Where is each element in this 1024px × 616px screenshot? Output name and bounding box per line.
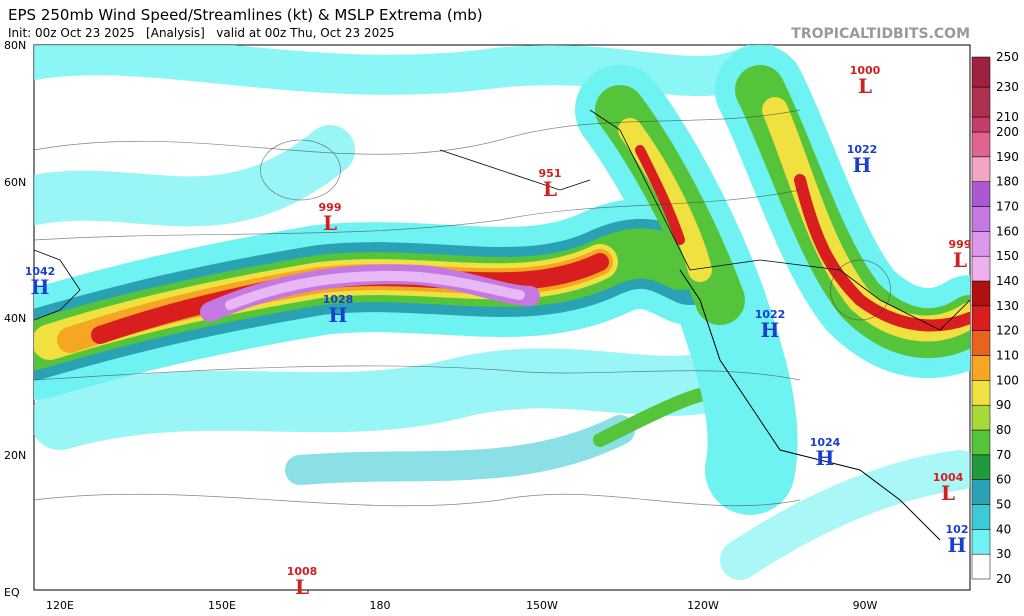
colorbar-label: 170 <box>996 200 1019 214</box>
pressure-value: 1022 <box>755 308 786 321</box>
pressure-value: 1024 <box>810 436 841 449</box>
colorbar-swatch <box>971 454 991 480</box>
colorbar-swatch <box>971 504 991 530</box>
colorbar-swatch <box>971 131 991 158</box>
colorbar-label: 80 <box>996 423 1011 437</box>
colorbar-label: 50 <box>996 498 1011 512</box>
colorbar-swatch <box>971 429 991 456</box>
map <box>33 44 971 591</box>
lon-label: 90W <box>853 599 878 612</box>
pressure-value: 1042 <box>25 265 56 278</box>
pressure-center: H <box>761 318 780 342</box>
colorbar-label: 40 <box>996 522 1011 536</box>
pressure-value: 1004 <box>933 471 964 484</box>
colorbar-label: 100 <box>996 373 1019 387</box>
pressure-center: L <box>941 481 955 505</box>
lat-label: 80N <box>4 39 26 52</box>
lon-label: 150E <box>208 599 236 612</box>
pressure-value: 1028 <box>323 293 354 306</box>
title: EPS 250mb Wind Speed/Streamlines (kt) & … <box>8 6 483 24</box>
colorbar-label: 120 <box>996 324 1019 338</box>
colorbar-label: 70 <box>996 448 1011 462</box>
colorbar-swatch <box>971 355 991 381</box>
colorbar-label: 250 <box>996 50 1019 64</box>
colorbar-swatch <box>971 479 991 505</box>
pressure-value: 951 <box>539 167 562 180</box>
pressure-value: 102 <box>946 523 969 536</box>
lon-label: 120E <box>46 599 74 612</box>
watermark: TROPICALTIDBITS.COM <box>791 26 970 42</box>
colorbar-label: 140 <box>996 274 1019 288</box>
pressure-center: L <box>295 575 309 599</box>
colorbar-label: 160 <box>996 224 1019 238</box>
lat-label: 60N <box>4 176 26 189</box>
pressure-value: 1000 <box>850 64 881 77</box>
colorbar-label: 200 <box>996 125 1019 139</box>
colorbar-label: 190 <box>996 150 1019 164</box>
pressure-center: H <box>853 153 872 177</box>
subtitle: Init: 00z Oct 23 2025 [Analysis] valid a… <box>8 26 394 40</box>
colorbar-swatch <box>971 156 991 182</box>
colorbar-label: 90 <box>996 398 1011 412</box>
colorbar-swatch <box>971 206 991 232</box>
pressure-center: H <box>31 275 50 299</box>
colorbar-label: 210 <box>996 110 1019 124</box>
pressure-center: L <box>323 211 337 235</box>
colorbar-swatch <box>971 86 991 118</box>
lon-label: 120W <box>687 599 719 612</box>
lat-label: 20N <box>4 449 26 462</box>
lat-label: EQ <box>4 586 20 599</box>
pressure-center: H <box>948 533 967 557</box>
colorbar-swatch <box>971 380 991 406</box>
colorbar-swatch <box>971 280 991 307</box>
pressure-value: 999 <box>949 238 972 251</box>
colorbar-swatch <box>971 330 991 356</box>
pressure-value: 1022 <box>847 143 878 156</box>
colorbar-label: 230 <box>996 80 1019 94</box>
pressure-center: L <box>858 74 872 98</box>
colorbar-swatch <box>971 255 991 282</box>
colorbar-label: 20 <box>996 572 1011 586</box>
lon-label: 180 <box>370 599 391 612</box>
pressure-center: H <box>816 446 835 470</box>
pressure-center: L <box>543 177 557 201</box>
colorbar-swatch <box>971 529 991 555</box>
colorbar-swatch <box>971 404 991 431</box>
colorbar-label: 30 <box>996 547 1011 561</box>
colorbar-label: 110 <box>996 349 1019 363</box>
colorbar-swatch <box>971 56 991 88</box>
pressure-value: 999 <box>319 201 342 214</box>
colorbar-swatch <box>971 116 991 133</box>
lon-label: 150W <box>526 599 558 612</box>
colorbar-label: 180 <box>996 175 1019 189</box>
colorbar-swatch <box>971 305 991 331</box>
colorbar-label: 130 <box>996 299 1019 313</box>
colorbar-label: 150 <box>996 249 1019 263</box>
lat-label: 40N <box>4 312 26 325</box>
pressure-value: 1008 <box>287 565 318 578</box>
colorbar-swatch <box>971 553 991 580</box>
pressure-center: L <box>953 248 967 272</box>
pressure-center: H <box>329 303 348 327</box>
colorbar-label: 60 <box>996 473 1011 487</box>
colorbar-swatch <box>971 231 991 257</box>
colorbar-swatch <box>971 181 991 207</box>
